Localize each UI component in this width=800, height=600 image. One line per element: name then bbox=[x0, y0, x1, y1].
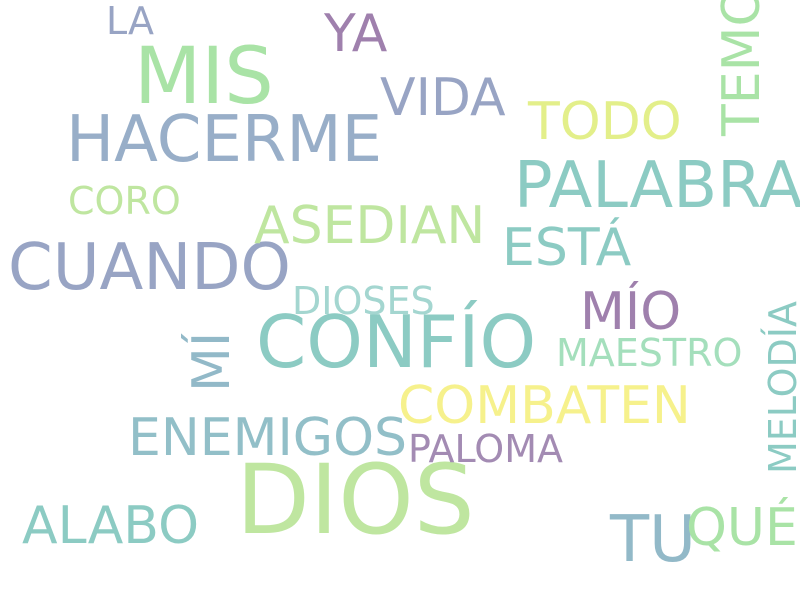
word-que: QUÉ bbox=[686, 498, 798, 558]
word-tu: TU bbox=[610, 503, 696, 577]
word-coro: CORO bbox=[68, 179, 181, 223]
word-maestro: MAESTRO bbox=[556, 331, 743, 375]
word-palabra: PALABRA bbox=[514, 149, 800, 223]
word-dioses: DIOSES bbox=[292, 279, 435, 323]
word-combaten: COMBATEN bbox=[398, 376, 691, 436]
word-mi: MÍ bbox=[182, 331, 242, 392]
word-asedian: ASEDIAN bbox=[254, 196, 486, 256]
word-todo: TODO bbox=[528, 92, 682, 152]
word-cuando: CUANDO bbox=[8, 231, 291, 305]
word-paloma: PALOMA bbox=[408, 427, 563, 471]
word-alabo: ALABO bbox=[22, 496, 199, 556]
word-enemigos: ENEMIGOS bbox=[128, 408, 408, 468]
word-temo: TEMO bbox=[712, 0, 772, 136]
word-hacerme: HACERME bbox=[66, 103, 383, 177]
word-mio: MÍO bbox=[580, 282, 682, 342]
word-confio: CONFÍO bbox=[256, 300, 537, 384]
word-dios: DIOS bbox=[236, 444, 475, 556]
word-ya: YA bbox=[324, 4, 388, 64]
word-vida: VIDA bbox=[380, 68, 506, 128]
word-la: LA bbox=[106, 0, 155, 43]
word-melodia: MELODÍA bbox=[761, 301, 800, 474]
word-esta: ESTÁ bbox=[502, 218, 632, 278]
word-mis: MIS bbox=[134, 32, 274, 122]
